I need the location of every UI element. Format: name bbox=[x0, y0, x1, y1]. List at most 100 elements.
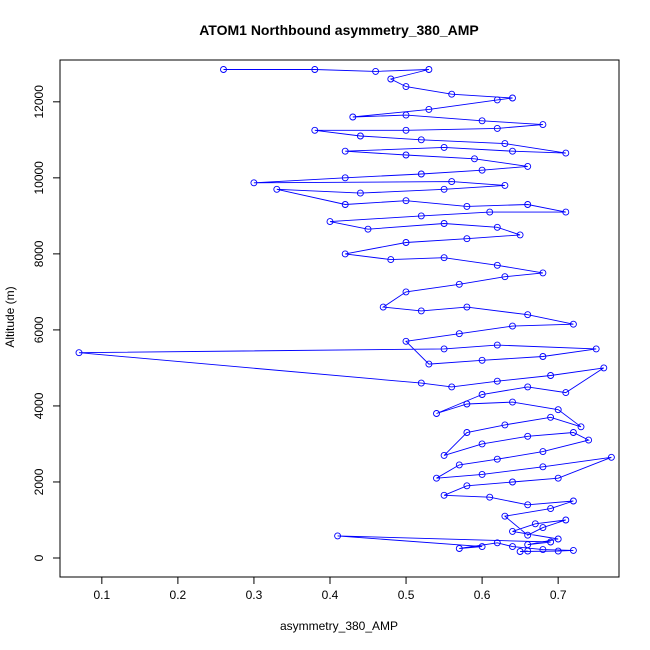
plot-frame bbox=[59, 59, 620, 578]
data-point bbox=[341, 174, 349, 182]
data-point bbox=[493, 377, 501, 385]
data-point bbox=[524, 432, 532, 440]
data-point bbox=[341, 250, 349, 258]
data-point bbox=[524, 383, 532, 391]
data-point bbox=[364, 225, 372, 233]
data-point bbox=[509, 398, 516, 406]
data-point bbox=[387, 256, 395, 264]
data-point bbox=[417, 307, 425, 315]
data-point bbox=[448, 90, 456, 98]
x-tick-label: 0.2 bbox=[170, 588, 187, 602]
y-tick-label: 8000 bbox=[32, 240, 46, 267]
data-point bbox=[539, 546, 547, 554]
data-point bbox=[569, 320, 577, 328]
data-point bbox=[311, 126, 319, 134]
data-point bbox=[501, 140, 509, 148]
y-tick-label: 6000 bbox=[32, 316, 46, 343]
data-point bbox=[349, 113, 357, 121]
chart-title: ATOM1 Northbound asymmetry_380_AMP bbox=[199, 22, 479, 38]
data-point bbox=[493, 539, 501, 547]
data-point bbox=[455, 545, 463, 552]
data-point bbox=[585, 436, 593, 444]
data-point bbox=[341, 201, 349, 208]
data-point bbox=[539, 524, 547, 532]
data-point bbox=[569, 429, 577, 436]
data-point bbox=[501, 512, 509, 520]
data-point bbox=[516, 548, 524, 555]
data-point bbox=[554, 547, 562, 555]
data-point bbox=[250, 179, 258, 187]
data-point bbox=[463, 202, 471, 210]
data-point bbox=[486, 208, 494, 216]
data-point bbox=[493, 223, 501, 231]
data-point bbox=[524, 162, 532, 170]
data-point bbox=[509, 322, 516, 330]
data-point bbox=[440, 220, 448, 227]
y-tick-label: 12000 bbox=[32, 85, 46, 119]
y-tick-label: 4000 bbox=[32, 392, 46, 419]
data-point bbox=[493, 455, 501, 463]
x-tick-label: 0.7 bbox=[550, 588, 567, 602]
data-point bbox=[425, 105, 433, 113]
data-point bbox=[463, 400, 471, 408]
data-point bbox=[539, 269, 547, 277]
data-point bbox=[463, 303, 471, 311]
data-point bbox=[417, 212, 425, 220]
data-point bbox=[478, 470, 486, 478]
data-point bbox=[562, 149, 570, 157]
data-point bbox=[356, 189, 364, 197]
data-point bbox=[501, 181, 509, 189]
data-point bbox=[463, 429, 471, 436]
data-point bbox=[440, 185, 448, 193]
data-point bbox=[402, 197, 410, 205]
data-point bbox=[440, 451, 448, 459]
data-point bbox=[425, 360, 433, 368]
data-point bbox=[402, 111, 410, 119]
data-point bbox=[326, 218, 334, 226]
data-point bbox=[463, 482, 471, 490]
data-point bbox=[569, 546, 577, 554]
data-point bbox=[539, 463, 547, 471]
data-point bbox=[471, 155, 478, 163]
data-point bbox=[440, 345, 448, 353]
data-point bbox=[448, 383, 456, 391]
data-point bbox=[417, 170, 425, 178]
x-axis: 0.1 0.2 0.3 0.4 0.5 0.6 0.7 bbox=[93, 577, 567, 602]
data-point bbox=[273, 185, 281, 193]
x-tick-label: 0.5 bbox=[398, 588, 415, 602]
data-point bbox=[379, 303, 387, 311]
x-tick-label: 0.3 bbox=[246, 588, 263, 602]
data-point bbox=[402, 239, 410, 246]
data-point bbox=[524, 201, 532, 208]
data-point bbox=[539, 448, 547, 456]
data-point bbox=[463, 235, 471, 243]
data-point bbox=[220, 66, 227, 73]
y-axis-label: Altitude (m) bbox=[3, 286, 17, 347]
data-point bbox=[478, 117, 486, 125]
data-point bbox=[356, 132, 364, 140]
data-point bbox=[440, 491, 448, 499]
data-point bbox=[311, 66, 319, 73]
data-point bbox=[547, 372, 555, 379]
data-point bbox=[509, 478, 516, 486]
y-tick-label: 2000 bbox=[32, 468, 46, 495]
data-point bbox=[547, 413, 555, 421]
data-point bbox=[440, 143, 448, 151]
data-point bbox=[524, 311, 532, 319]
data-point bbox=[433, 410, 440, 417]
data-point bbox=[478, 543, 486, 551]
data-point bbox=[509, 543, 516, 551]
data-point bbox=[577, 423, 585, 431]
y-tick-label: 0 bbox=[32, 554, 46, 561]
data-point bbox=[455, 280, 463, 288]
data-point bbox=[417, 379, 425, 387]
data-point bbox=[554, 406, 562, 414]
data-point bbox=[531, 520, 539, 528]
data-point bbox=[554, 474, 562, 482]
data-point bbox=[569, 497, 577, 505]
data-point bbox=[402, 337, 410, 345]
data-point bbox=[402, 288, 410, 296]
data-point bbox=[493, 96, 501, 104]
data-point bbox=[524, 531, 532, 539]
